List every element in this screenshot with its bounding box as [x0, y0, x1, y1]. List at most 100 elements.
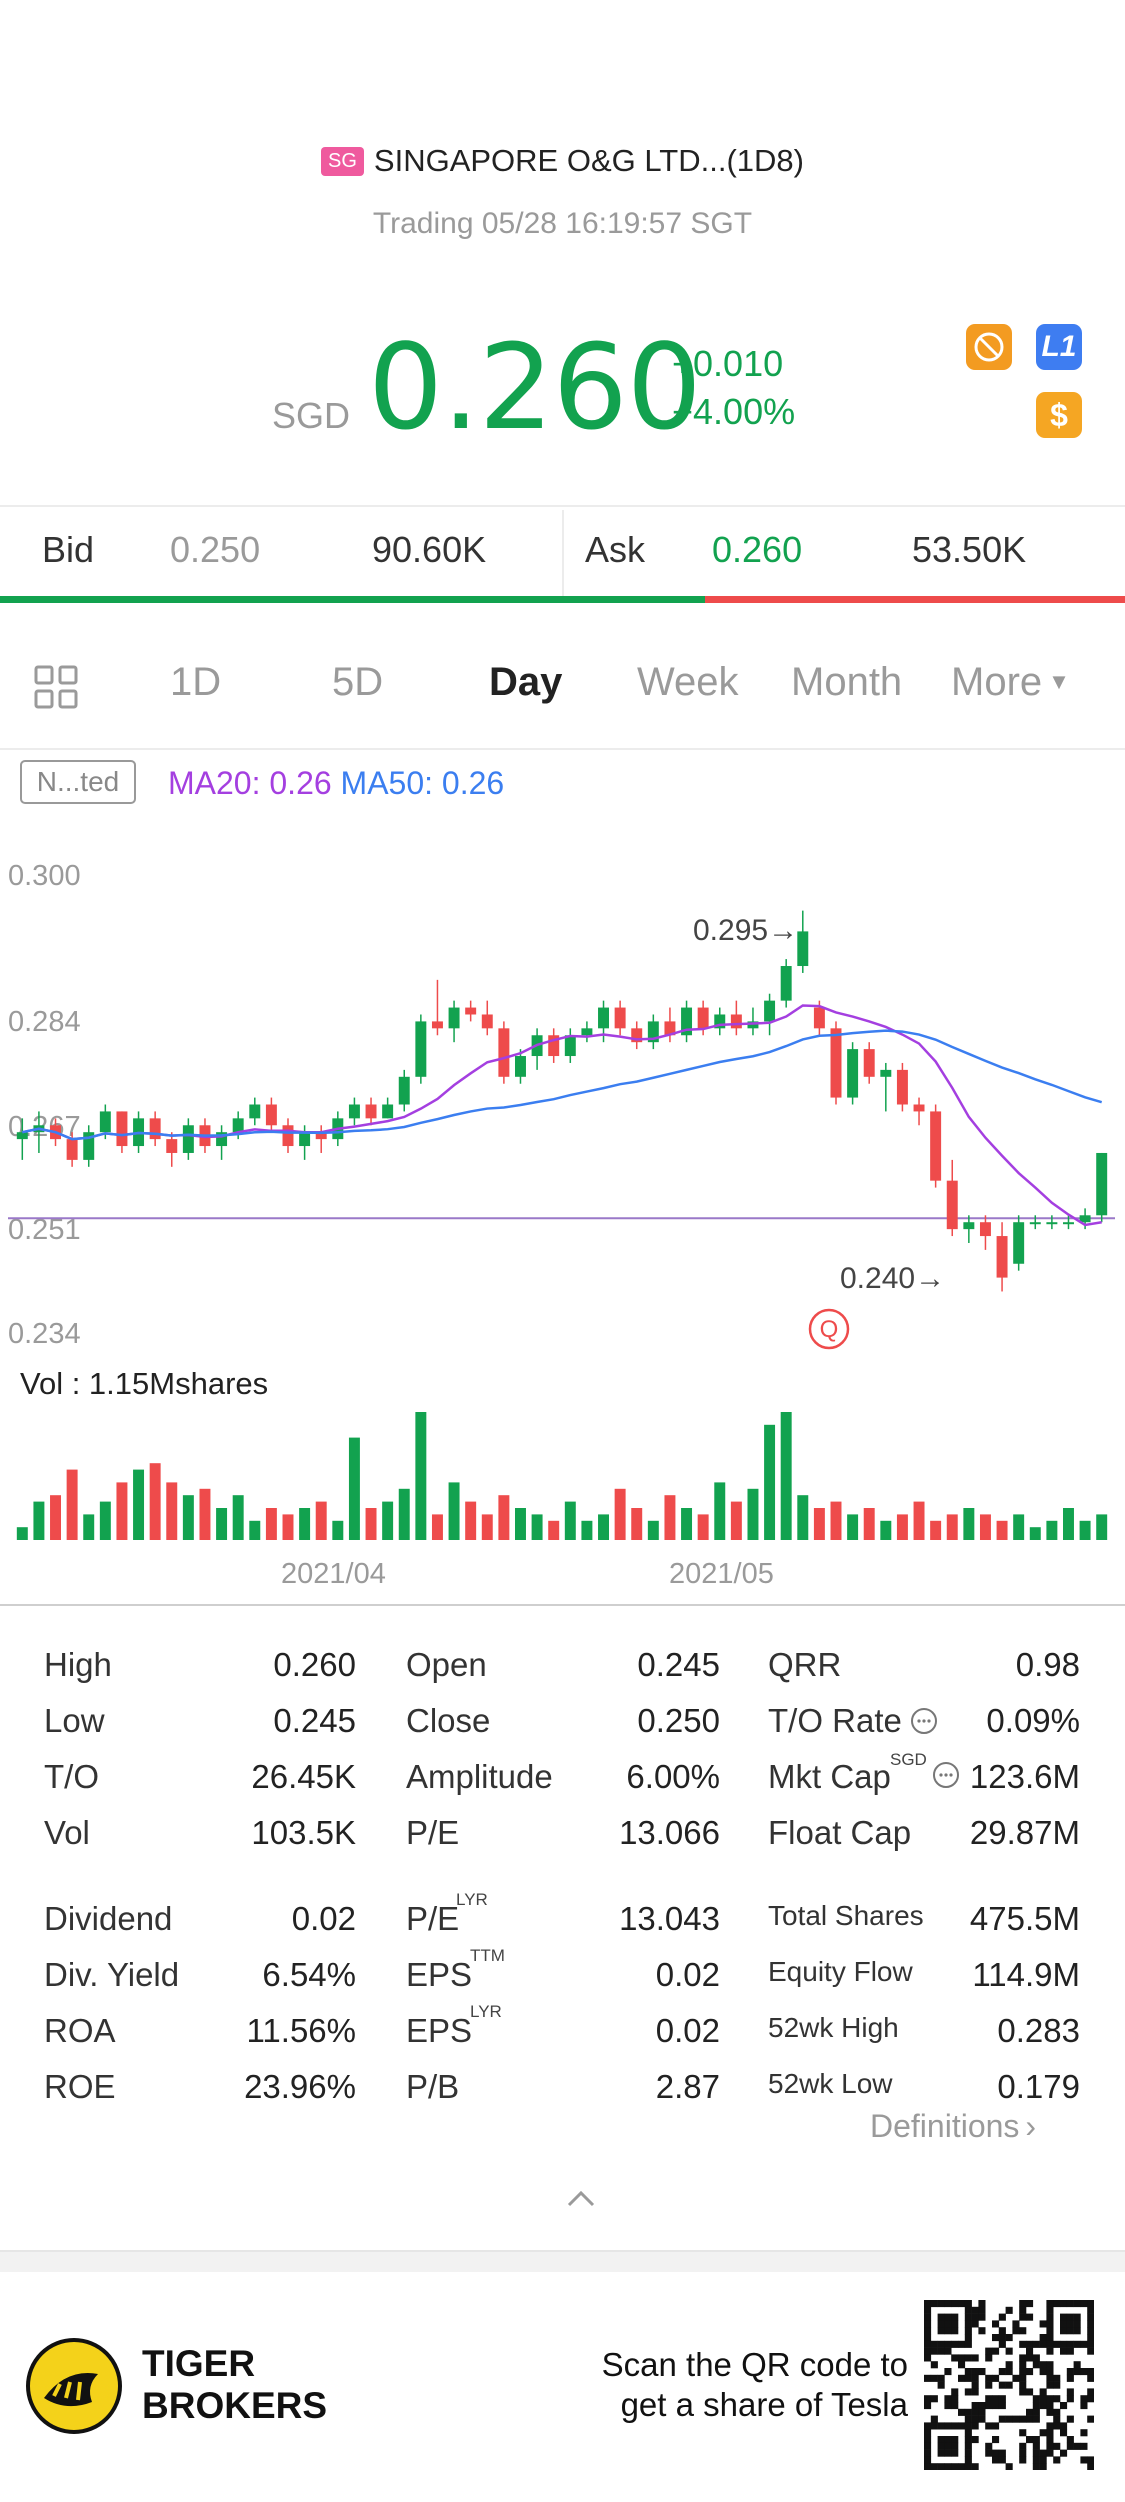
volume-bar [249, 1520, 261, 1540]
qr-module [1039, 2388, 1047, 2396]
qr-module [998, 2449, 1006, 2457]
qr-module [971, 2368, 979, 2376]
tab-day[interactable]: Day [489, 660, 563, 704]
tab-5d[interactable]: 5D [332, 660, 384, 704]
definitions-link[interactable]: Definitions › [870, 2108, 1036, 2145]
info-icon[interactable] [932, 1761, 960, 1789]
tab-1d[interactable]: 1D [170, 660, 222, 704]
qr-module [1005, 2463, 1013, 2470]
qr-module [1087, 2300, 1094, 2308]
tab-more[interactable]: More ▼ [951, 660, 1070, 705]
divider [0, 748, 1125, 750]
qr-module [1060, 2422, 1068, 2430]
qr-module [1080, 2300, 1088, 2308]
market-badge: SG [321, 147, 364, 176]
bidask-separator [562, 510, 564, 596]
qr-module [958, 2422, 966, 2430]
qr-module [985, 2449, 993, 2457]
ask-label: Ask [585, 529, 646, 570]
ma20-value: MA20: 0.26 [168, 765, 332, 801]
stat-value: 11.56% [246, 2012, 356, 2049]
qr-module [998, 2340, 1006, 2348]
qr-module [1026, 2415, 1034, 2423]
volume-bar [564, 1501, 576, 1540]
qr-module [924, 2456, 932, 2464]
stock-title: SG SINGAPORE O&G LTD...(1D8) [0, 143, 1125, 179]
dollar-icon[interactable]: $ [1036, 392, 1082, 438]
stat-value: 0.02 [655, 2012, 720, 2049]
stat-value: 2.87 [655, 2068, 720, 2105]
earnings-q-icon[interactable]: Q [808, 1308, 850, 1350]
qr-module [1066, 2347, 1074, 2355]
qr-module [1066, 2368, 1074, 2376]
qr-module [964, 2300, 972, 2308]
qr-module [964, 2449, 972, 2457]
qr-module [1026, 2347, 1034, 2355]
candle-body [963, 1222, 975, 1230]
eps-ttm-superscript: TTM [470, 1946, 505, 1965]
collapse-chevron-up-icon[interactable] [566, 2188, 596, 2213]
qr-module [1032, 2463, 1040, 2470]
qr-module [1019, 2374, 1027, 2382]
qr-module [951, 2436, 959, 2444]
qr-module [1087, 2395, 1094, 2403]
level1-icon[interactable]: L1 [1036, 324, 1082, 370]
no-trade-icon[interactable] [966, 324, 1012, 370]
candle-body [780, 966, 792, 1001]
volume-bar [465, 1501, 477, 1540]
qr-module [992, 2456, 1000, 2464]
qr-module [992, 2374, 1000, 2382]
qr-module [1026, 2340, 1034, 2348]
candle-body [747, 1021, 759, 1029]
qr-module [944, 2313, 952, 2321]
qr-module [1060, 2300, 1068, 2308]
volume-bar [365, 1508, 377, 1540]
candle-body [348, 1104, 360, 1119]
volume-bar [598, 1514, 609, 1540]
volume-bar [1013, 1514, 1025, 1540]
qr-module [1046, 2313, 1054, 2321]
volume-bar [481, 1514, 493, 1540]
tab-week[interactable]: Week [637, 660, 739, 704]
qr-module [1046, 2368, 1054, 2376]
candle-body [515, 1056, 526, 1077]
qr-module [1087, 2320, 1094, 2328]
qr-module [944, 2395, 952, 2403]
stat-label: High [44, 1646, 112, 1683]
qr-module [930, 2463, 938, 2470]
qr-module [1087, 2374, 1094, 2382]
tab-month[interactable]: Month [791, 660, 903, 704]
volume-bar [896, 1514, 908, 1540]
qr-module [1039, 2395, 1047, 2403]
info-icon[interactable] [910, 1707, 938, 1735]
cta-line-1: Scan the QR code to [601, 2346, 908, 2383]
stat-value: 0.98 [1015, 1646, 1080, 1683]
candle-body [863, 1049, 875, 1077]
qr-module [951, 2320, 959, 2328]
qr-module [971, 2354, 979, 2362]
volume-bar [166, 1482, 178, 1540]
x-tick-label: 2021/05 [669, 1558, 774, 1590]
stat-label: P/E [406, 1814, 460, 1851]
qr-module [937, 2442, 945, 2450]
qr-module [1005, 2306, 1013, 2314]
qr-module [992, 2436, 1000, 2444]
indicator-selector[interactable]: N...ted [20, 760, 136, 804]
qr-code[interactable] [924, 2300, 1094, 2470]
qr-module [1039, 2320, 1047, 2328]
candle-body [614, 1007, 626, 1029]
qr-module [951, 2354, 959, 2362]
caret-down-icon: ▼ [1048, 669, 1070, 694]
qr-module [992, 2422, 1000, 2430]
price-chart[interactable] [0, 0, 1125, 1600]
layout-grid-icon[interactable] [34, 665, 78, 714]
qr-module [944, 2327, 952, 2335]
candle-body [913, 1104, 925, 1112]
ask-ratio-bar [705, 596, 1125, 603]
candle-body [697, 1007, 709, 1029]
qr-module [985, 2442, 993, 2450]
ma50-value: MA50: 0.26 [340, 765, 505, 801]
volume-bar [880, 1520, 892, 1540]
candle-body [664, 1021, 676, 1036]
qr-module [1046, 2320, 1054, 2328]
